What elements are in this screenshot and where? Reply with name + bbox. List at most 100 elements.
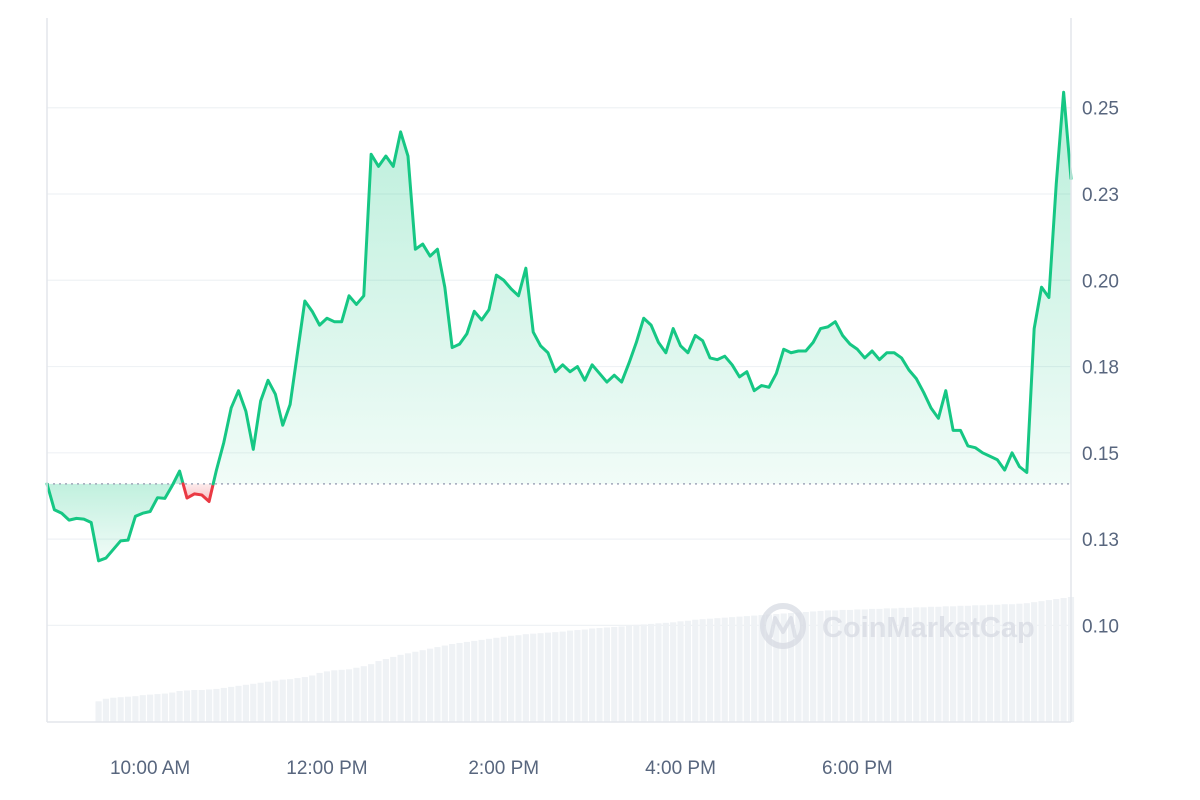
volume-bar: [773, 614, 780, 722]
volume-bar: [743, 616, 750, 722]
volume-bar: [684, 620, 692, 722]
volume-bar: [331, 670, 338, 722]
volume-bar: [279, 679, 286, 722]
volume-bar: [692, 619, 699, 722]
volume-bar: [316, 672, 323, 722]
volume-bar: [787, 613, 795, 722]
volume-bar: [736, 616, 743, 722]
volume-bar: [979, 605, 986, 722]
volume-bar: [869, 608, 876, 722]
volume-bar: [257, 682, 264, 722]
coinmarketcap-watermark: CoinMarketCap: [760, 603, 1035, 649]
volume-bar: [220, 687, 227, 722]
y-tick-label: 0.18: [1082, 358, 1119, 379]
x-tick-label: 6:00 PM: [822, 758, 893, 779]
volume-bar: [463, 641, 470, 722]
price-line-above-open: [211, 90, 1073, 486]
volume-bar: [677, 621, 684, 722]
volume-bar: [706, 618, 714, 722]
volume-bar: [927, 606, 935, 722]
volume-bar: [515, 635, 522, 722]
volume-bar: [345, 669, 353, 722]
price-line-below-open: [181, 482, 215, 503]
volume-bar: [426, 648, 434, 722]
volume-bar: [920, 607, 927, 722]
volume-bar: [102, 698, 110, 722]
volume-bar: [95, 701, 102, 722]
volume-bar: [1001, 604, 1008, 722]
axes: [46, 18, 1072, 723]
volume-bar: [655, 623, 662, 722]
volume-bar: [522, 634, 529, 722]
y-axis-ticks: 0.10 0.13 0.15 0.18 0.20 0.23 0.25: [1082, 99, 1119, 638]
x-axis-ticks: 10:00 AM 12:00 PM 2:00 PM 4:00 PM 6:00 PM: [110, 758, 893, 779]
volume-bar: [861, 609, 868, 722]
volume-bar: [589, 628, 596, 722]
volume-bar: [574, 630, 581, 722]
volume-bar: [972, 605, 979, 722]
price-area-above-open: [213, 92, 1071, 484]
volume-bar: [765, 614, 773, 722]
volume-bar: [1038, 601, 1045, 722]
volume-bar: [1031, 602, 1038, 722]
volume-bar: [183, 690, 191, 722]
volume-bar: [1053, 599, 1060, 722]
volume-bar: [795, 612, 802, 722]
volume-bar: [905, 607, 913, 722]
volume-bar: [264, 681, 272, 722]
volume-bar: [618, 626, 625, 722]
volume-bar: [810, 611, 817, 722]
volume-bar: [213, 688, 220, 722]
volume-bar: [368, 664, 375, 722]
volume-bar: [419, 650, 426, 722]
volume-bar: [360, 666, 367, 722]
volume-bar: [846, 609, 854, 722]
watermark-text: CoinMarketCap: [822, 612, 1035, 644]
volume-bar: [441, 645, 448, 722]
volume-bar: [699, 619, 706, 722]
volume-bar: [508, 635, 515, 722]
x-tick-label: 12:00 PM: [286, 758, 367, 779]
volume-bar: [530, 633, 537, 722]
volume-bar: [338, 669, 345, 722]
volume-bar: [1023, 603, 1030, 722]
volume-bar: [500, 636, 507, 722]
volume-bar: [552, 632, 559, 722]
volume-bar: [485, 638, 493, 722]
volume-bar: [721, 617, 728, 722]
volume-bar: [353, 667, 360, 722]
volume-bar: [110, 697, 117, 722]
volume-bar: [205, 689, 213, 722]
volume-bar: [242, 684, 249, 722]
volume-bar: [581, 629, 588, 722]
volume-bar: [1060, 598, 1067, 722]
volume-bar: [994, 604, 1001, 722]
volume-bar: [817, 610, 824, 722]
volume-bar: [670, 622, 677, 722]
x-tick-label: 4:00 PM: [645, 758, 716, 779]
price-area-above-open: [47, 471, 184, 561]
price-line-above-open: [45, 469, 185, 563]
price-areas: [47, 92, 1071, 561]
volume-bar: [780, 613, 787, 722]
volume-bar: [449, 644, 456, 722]
volume-bar: [434, 647, 441, 722]
volume-bar: [161, 693, 168, 722]
volume-bar: [942, 606, 949, 722]
volume-bar: [544, 632, 552, 722]
y-tick-label: 0.10: [1082, 616, 1119, 637]
volume-bar: [272, 680, 279, 722]
volume-bar: [117, 697, 124, 722]
volume-bar: [714, 618, 721, 722]
volume-bar: [154, 694, 161, 722]
volume-bar: [169, 692, 176, 722]
volume-bar: [596, 627, 603, 722]
volume-bar: [235, 685, 242, 722]
volume-bar: [191, 689, 198, 722]
volume-bar: [824, 610, 831, 722]
volume-bar: [832, 610, 839, 722]
y-tick-label: 0.20: [1082, 271, 1119, 292]
volume-bar: [648, 623, 655, 722]
